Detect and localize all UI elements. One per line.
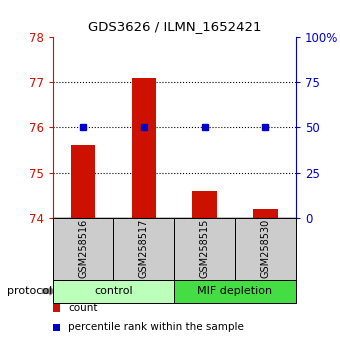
Text: GSM258517: GSM258517 [139,219,149,278]
Text: percentile rank within the sample: percentile rank within the sample [68,322,244,332]
Bar [71,145,95,218]
Text: count: count [68,303,98,313]
Title: GDS3626 / ILMN_1652421: GDS3626 / ILMN_1652421 [87,20,261,33]
Text: MIF depletion: MIF depletion [198,286,273,296]
Text: control: control [94,286,133,296]
Text: protocol: protocol [7,286,52,296]
Bar [192,191,217,218]
Text: GSM258516: GSM258516 [78,219,88,278]
Bar [132,78,156,218]
Text: GSM258515: GSM258515 [200,219,210,278]
Bar [253,209,277,218]
Text: GSM258530: GSM258530 [260,219,270,278]
